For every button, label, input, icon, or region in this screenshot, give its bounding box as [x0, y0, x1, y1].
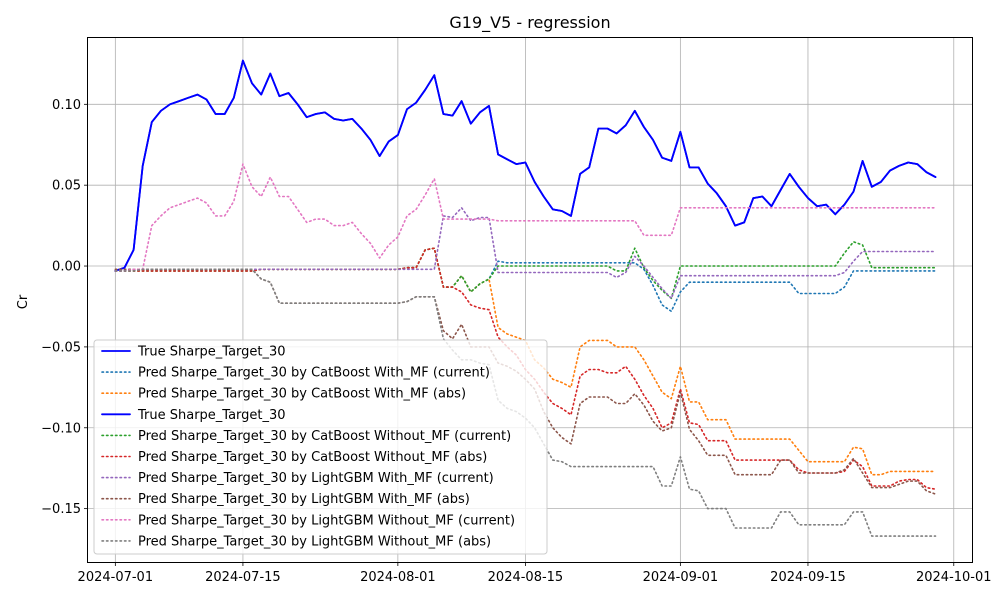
legend-label: Pred Sharpe_Target_30 by LightGBM Withou… — [138, 513, 515, 528]
y-tick-label: −0.15 — [41, 502, 81, 517]
legend-label: Pred Sharpe_Target_30 by CatBoost With_M… — [138, 366, 490, 381]
x-tick-label: 2024-08-01 — [360, 570, 436, 585]
legend-label: Pred Sharpe_Target_30 by CatBoost Withou… — [138, 429, 511, 444]
legend-label: Pred Sharpe_Target_30 by CatBoost Withou… — [138, 450, 487, 465]
plot-frame — [87, 37, 973, 563]
series-line-10 — [114, 268, 937, 537]
x-tick-label: 2024-09-01 — [643, 570, 719, 585]
axis-ticks: 2024-07-01 2024-07-15 2024-08-01 2024-08-15… — [41, 98, 991, 585]
y-tick-label: −0.05 — [41, 340, 81, 355]
x-tick-label: 2024-07-01 — [78, 570, 154, 585]
legend-label: True Sharpe_Target_30 — [137, 345, 286, 360]
legend-label: True Sharpe_Target_30 — [137, 408, 286, 423]
x-tick-label: 2024-10-01 — [916, 570, 992, 585]
series-line-9 — [114, 163, 937, 272]
y-tick-label: −0.10 — [41, 421, 81, 436]
y-tick-label: 0.10 — [52, 98, 81, 113]
x-tick-label: 2024-09-15 — [770, 570, 846, 585]
y-axis-label: Cr — [16, 294, 31, 309]
y-tick-label: 0.00 — [52, 260, 81, 275]
x-tick-label: 2024-07-15 — [205, 570, 281, 585]
series-line-4 — [114, 59, 937, 272]
y-tick-label: 0.05 — [52, 179, 81, 194]
legend-label: Pred Sharpe_Target_30 by LightGBM With_M… — [138, 471, 494, 486]
chart-title: G19_V5 - regression — [449, 13, 610, 33]
legend-label: Pred Sharpe_Target_30 by LightGBM Withou… — [138, 534, 491, 549]
legend-label: Pred Sharpe_Target_30 by CatBoost With_M… — [138, 387, 466, 402]
legend: True Sharpe_Target_30 Pred Sharpe_Target_… — [93, 339, 548, 555]
legend-label: Pred Sharpe_Target_30 by LightGBM With_M… — [138, 492, 470, 507]
legend-box — [93, 339, 548, 555]
x-tick-label: 2024-08-15 — [488, 570, 564, 585]
